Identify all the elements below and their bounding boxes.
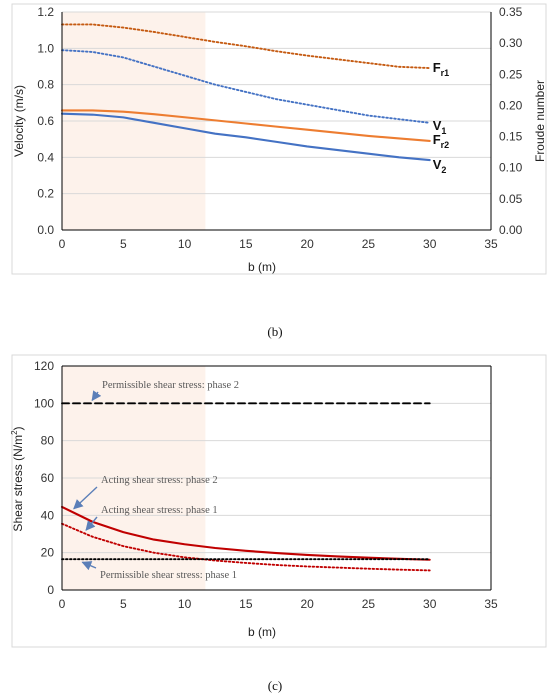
series-line-acting-shear-stress-phase-2 [60,505,431,561]
annotation-acting-shear-stress-phase-2: Acting shear stress: phase 2 [101,475,218,486]
series-label-fr1: Fr1 [433,60,449,78]
y-ticks-b: 0.0 0.2 0.4 0.6 0.8 1.0 1.2 [37,5,54,237]
axes-b [61,12,492,231]
x-tick-label-c-2: 10 [178,597,192,611]
y-ticks-c: 0 20 40 60 80 100 120 [34,359,54,597]
annotations-c: Permissible shear stress: phase 2 Acting … [73,380,239,581]
annotation-permissible-shear-stress-phase-2: Permissible shear stress: phase 2 [102,380,239,391]
annotation-arrow-0 [91,390,102,402]
y-tick-label-b-1: 0.2 [37,187,54,201]
annotation-arrow-2 [85,516,98,531]
y2-tick-label-b-4: 0.20 [499,98,523,112]
y2-tick-label-b-1: 0.05 [499,192,523,206]
y2-ticks-b: 0.00 0.05 0.10 0.15 0.20 0.25 0.30 0.35 [499,5,523,237]
y-axis-title-c-tail: ) [11,426,25,430]
x-tick-label-c-6: 30 [423,597,437,611]
series-label-sub-v2: 2 [441,165,446,175]
x-tick-label-c-7: 35 [484,597,498,611]
y2-tick-label-b-5: 0.25 [499,67,523,81]
x-tick-label-c-1: 5 [120,597,127,611]
annotation-acting-shear-stress-phase-1: Acting shear stress: phase 1 [101,505,218,516]
x-tick-label-b-1: 5 [120,237,127,251]
series-label-v1: V1 [433,118,447,136]
chart-c: 0 5 10 15 20 25 30 35 0 20 40 60 80 100 120 Permissib… [10,354,547,648]
y-tick-label-b-6: 1.2 [37,5,54,19]
series-label-sub-fr2: r2 [441,140,450,150]
x-axis-title-b: b (m) [248,260,276,274]
series-line-fr1 [61,23,431,70]
series-line-acting-shear-stress-phase-1 [61,522,431,572]
annotation-arrow-1 [73,486,98,510]
y-tick-label-c-2: 40 [41,508,55,522]
series-line-v2 [60,112,431,162]
y2-tick-label-b-7: 0.35 [499,5,523,19]
y2-tick-label-b-2: 0.10 [499,161,523,175]
x-tick-label-b-5: 25 [362,237,376,251]
x-tick-label-c-5: 25 [362,597,376,611]
series-group-b [60,23,431,162]
series-line-fr2 [60,109,431,142]
panel-label-b: (b) [267,324,282,339]
x-ticks-c: 0 5 10 15 20 25 30 35 [59,597,498,611]
y2-axis-title-b: Froude number [533,80,547,162]
x-tick-label-c-3: 15 [239,597,253,611]
y-tick-label-c-4: 80 [41,434,55,448]
series-label-fr2: Fr2 [433,132,449,150]
x-tick-label-b-6: 30 [423,237,437,251]
y-tick-label-c-3: 60 [41,471,55,485]
x-tick-label-c-4: 20 [300,597,314,611]
y-axis-title-c-sup: 2 [10,430,19,435]
y-tick-label-c-0: 0 [47,583,54,597]
x-tick-label-b-3: 15 [239,237,253,251]
y-axis-title-c-main: Shear stress (N/m [11,435,25,532]
series-label-main-v1: V [433,118,442,133]
chart-b: 0 5 10 15 20 25 30 35 0.0 0.2 0.4 0.6 0.8 1.0 1.2 0.0… [11,3,547,275]
y-tick-label-b-5: 1.0 [37,41,54,55]
axes-c [61,365,492,591]
annotation-arrow-3 [81,561,97,571]
series-label-sub-v1: 1 [441,126,446,136]
y2-tick-label-b-0: 0.00 [499,223,523,237]
x-tick-label-b-0: 0 [59,237,66,251]
x-ticks-b: 0 5 10 15 20 25 30 35 [59,237,498,251]
y-tick-label-b-2: 0.4 [37,150,54,164]
series-label-v2: V2 [433,157,447,175]
x-tick-label-c-0: 0 [59,597,66,611]
series-label-sub-fr1: r1 [441,68,450,78]
series-label-main-fr1: F [433,60,441,75]
series-label-main-fr2: F [433,132,441,147]
x-tick-label-b-4: 20 [300,237,314,251]
series-line-v1 [61,49,431,124]
y-axis-title-b: Velocity (m/s) [12,85,26,157]
y-tick-label-b-4: 0.8 [37,78,54,92]
x-tick-label-b-7: 35 [484,237,498,251]
panel-label-c: (c) [268,678,282,693]
series-group-c [60,402,431,572]
y-tick-label-b-3: 0.6 [37,114,54,128]
y-tick-label-c-6: 120 [34,359,54,373]
y2-tick-label-b-3: 0.15 [499,130,523,144]
series-label-main-v2: V [433,157,442,172]
x-tick-label-b-2: 10 [178,237,192,251]
y-axis-title-c: Shear stress (N/m2) [10,426,25,531]
y-tick-label-b-0: 0.0 [37,223,54,237]
y-tick-label-c-1: 20 [41,546,55,560]
annotation-permissible-shear-stress-phase-1: Permissible shear stress: phase 1 [100,570,237,581]
y-tick-label-c-5: 100 [34,396,54,410]
y2-tick-label-b-6: 0.30 [499,36,523,50]
x-axis-title-c: b (m) [248,625,276,639]
